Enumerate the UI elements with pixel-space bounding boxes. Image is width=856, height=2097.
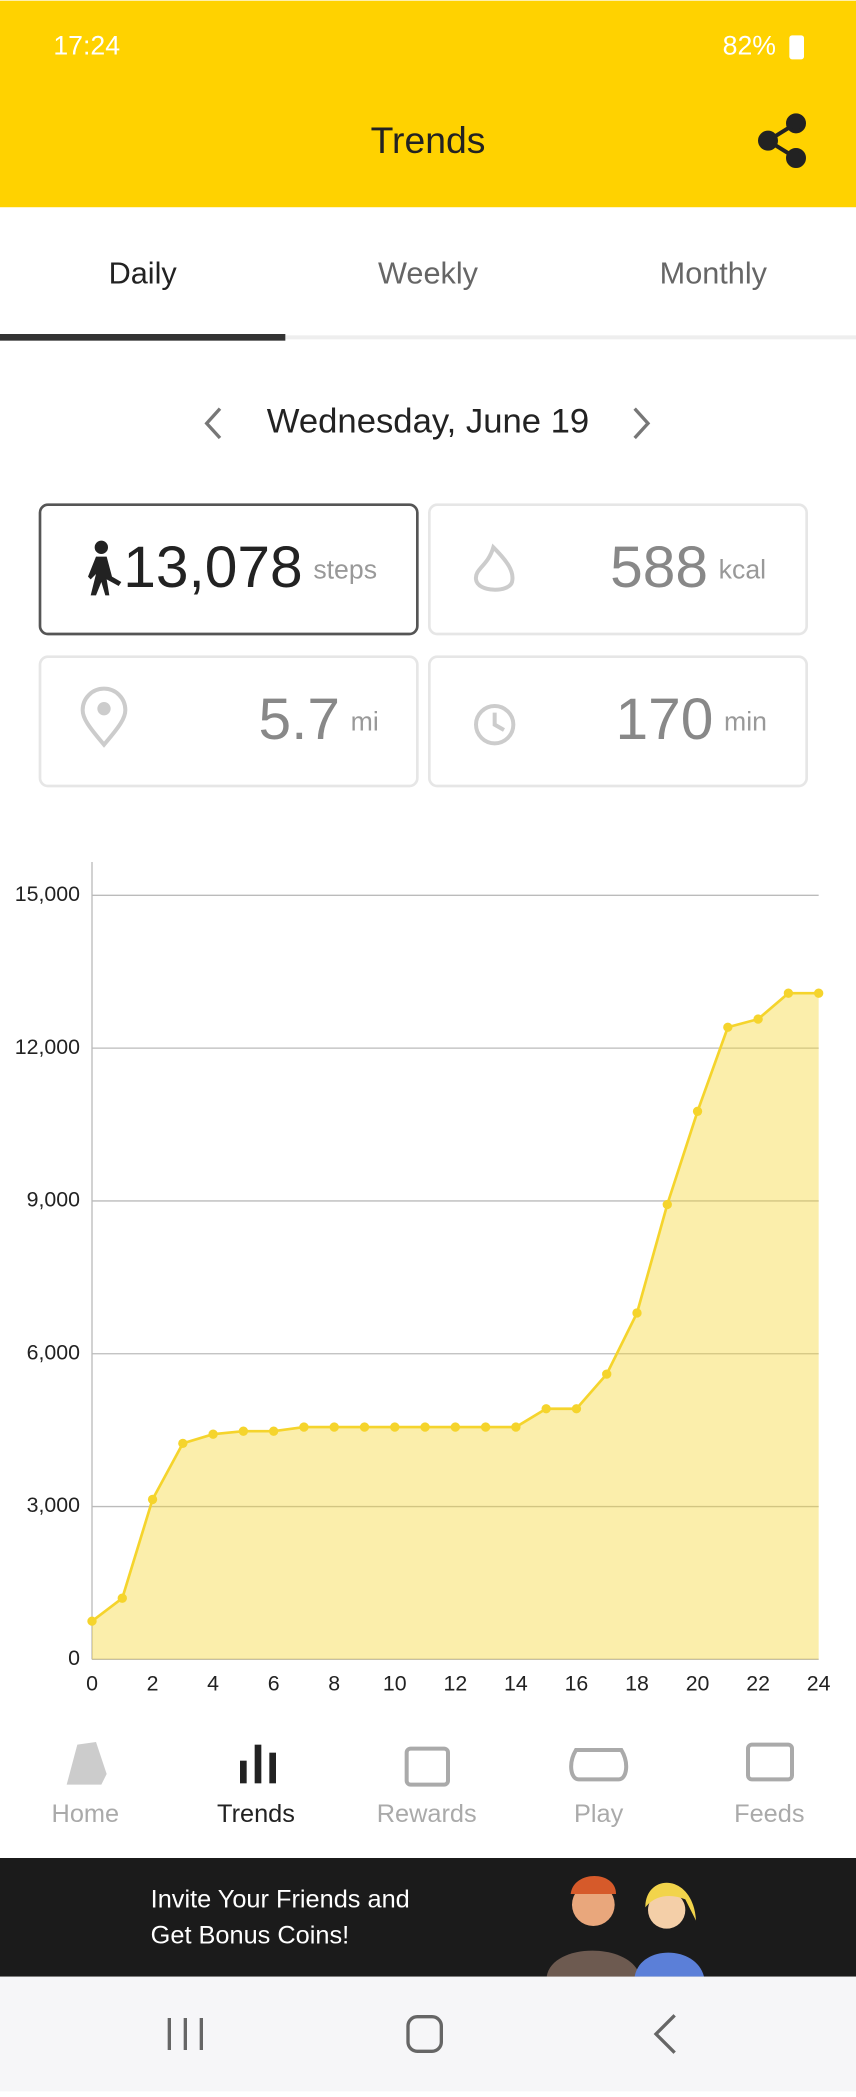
header-title: Trends xyxy=(371,119,486,161)
point xyxy=(783,988,794,998)
stat-value: 13,078 xyxy=(123,535,302,600)
nav-icon xyxy=(240,1760,247,1784)
point xyxy=(753,1014,763,1024)
banner-text: Invite Your Friends and xyxy=(151,1885,410,1913)
nav-item[interactable]: Trends xyxy=(217,1800,295,1828)
banner-text: Get Bonus Coins! xyxy=(151,1921,350,1949)
point xyxy=(87,1616,97,1626)
x-tick-label: 16 xyxy=(565,1671,589,1695)
point xyxy=(602,1369,612,1379)
point xyxy=(117,1593,127,1603)
y-tick-label: 9,000 xyxy=(27,1188,81,1212)
point xyxy=(723,1022,733,1032)
y-tick-label: 15,000 xyxy=(15,882,80,906)
stat-unit: mi xyxy=(351,706,379,736)
point xyxy=(178,1438,188,1449)
nav-item[interactable]: Home xyxy=(52,1800,120,1828)
stat-card[interactable]: 588 kcal xyxy=(428,503,808,636)
stat-card[interactable]: 13,078 steps xyxy=(38,503,419,636)
prev-day[interactable] xyxy=(204,407,222,440)
tab-divider xyxy=(0,335,856,340)
nav-item[interactable]: Play xyxy=(574,1800,624,1828)
point xyxy=(571,1404,582,1414)
point xyxy=(541,1404,551,1414)
app-bar xyxy=(0,0,856,208)
stat-value: 5.7 xyxy=(258,687,340,752)
bottom-nav: Home Trends Rewards Play Feeds xyxy=(52,1742,805,1828)
stat-value: 170 xyxy=(615,687,713,752)
stat-unit: min xyxy=(724,706,767,736)
invite-banner[interactable]: Invite Your Friends and Get Bonus Coins! xyxy=(0,1858,856,1977)
x-tick-label: 18 xyxy=(625,1671,649,1695)
y-tick-label: 3,000 xyxy=(27,1493,81,1517)
x-tick-label: 10 xyxy=(383,1671,407,1695)
stat-unit: steps xyxy=(313,554,377,584)
point xyxy=(359,1422,370,1432)
area xyxy=(92,993,819,1660)
x-tick-label: 14 xyxy=(504,1671,528,1695)
stat-value: 588 xyxy=(610,535,708,600)
point xyxy=(814,988,824,998)
y-tick-label: 6,000 xyxy=(27,1340,81,1364)
point xyxy=(632,1308,642,1318)
y-tick-label: 12,000 xyxy=(15,1035,80,1059)
tab-indicator xyxy=(0,334,286,341)
x-tick-label: 8 xyxy=(328,1671,340,1695)
stat-card[interactable]: 170 min xyxy=(428,655,808,788)
tab[interactable]: Weekly xyxy=(378,256,479,290)
point xyxy=(269,1426,279,1436)
stat-card[interactable]: 5.7 mi xyxy=(38,655,419,788)
status-time: 17:24 xyxy=(53,30,120,60)
nav-icon xyxy=(404,1746,450,1787)
x-tick-label: 6 xyxy=(268,1671,280,1695)
x-tick-label: 4 xyxy=(207,1671,219,1695)
point xyxy=(208,1429,218,1439)
x-tick-label: 24 xyxy=(807,1671,831,1695)
point xyxy=(390,1422,400,1432)
nav-item[interactable]: Feeds xyxy=(734,1800,804,1828)
point xyxy=(692,1106,703,1116)
nav-icon xyxy=(269,1752,276,1784)
date-label: Wednesday, June 19 xyxy=(267,402,589,440)
x-tick-label: 20 xyxy=(686,1671,710,1695)
system-nav xyxy=(0,1976,856,2092)
tab[interactable]: Monthly xyxy=(660,256,768,290)
x-tick-label: 2 xyxy=(147,1671,159,1695)
point xyxy=(238,1426,249,1436)
share-button[interactable] xyxy=(758,113,806,168)
nav-icon xyxy=(569,1748,629,1782)
x-tick-label: 0 xyxy=(86,1671,98,1695)
nav-icon xyxy=(254,1744,262,1784)
tab[interactable]: Daily xyxy=(109,256,178,290)
next-day[interactable] xyxy=(633,407,651,440)
point xyxy=(480,1422,491,1432)
battery-icon xyxy=(789,35,804,60)
point xyxy=(662,1199,672,1210)
stat-unit: kcal xyxy=(719,554,766,584)
point xyxy=(329,1422,339,1432)
nav-icon xyxy=(746,1742,794,1782)
point xyxy=(511,1422,521,1432)
system-buttons xyxy=(167,2014,676,2054)
y-tick-label: 0 xyxy=(68,1646,80,1670)
x-tick-label: 12 xyxy=(443,1671,467,1695)
point xyxy=(147,1494,158,1505)
x-tick-label: 22 xyxy=(746,1671,770,1695)
nav-icon xyxy=(66,1742,107,1785)
point xyxy=(450,1422,460,1432)
nav-item[interactable]: Rewards xyxy=(377,1800,477,1828)
status-battery: 82% xyxy=(723,30,776,60)
tab-bar xyxy=(0,207,856,341)
point xyxy=(420,1422,430,1432)
point xyxy=(299,1422,309,1432)
